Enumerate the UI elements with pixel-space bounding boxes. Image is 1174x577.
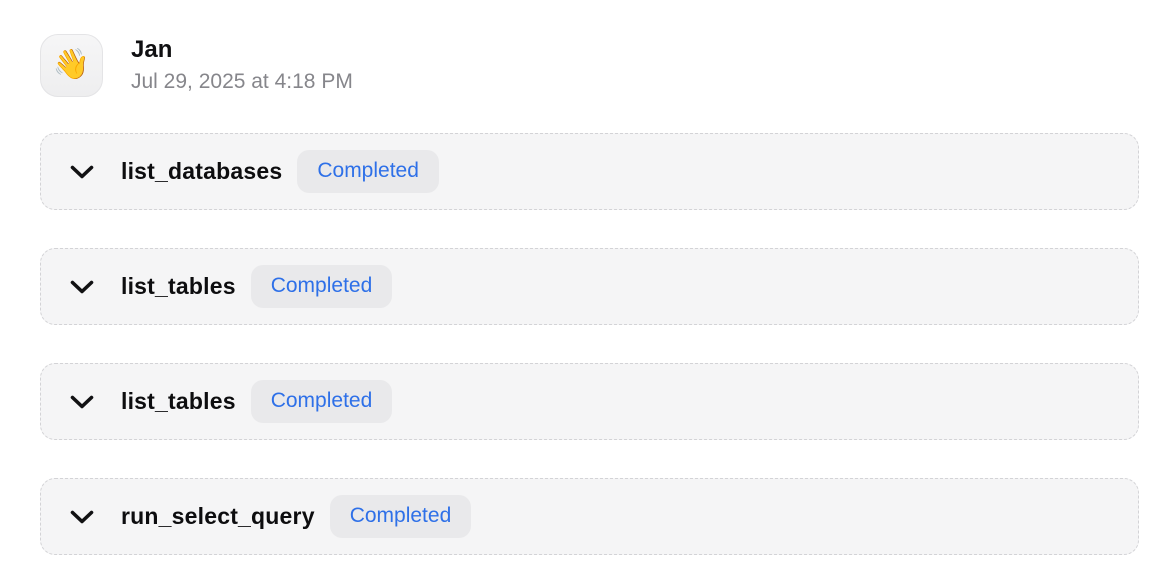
tool-call-list: list_databases Completed list_tables Com… [40, 133, 1139, 555]
tool-name: list_databases [121, 158, 283, 184]
tool-name: list_tables [121, 273, 236, 299]
tool-call-card[interactable]: list_databases Completed [40, 133, 1139, 210]
tool-call-card[interactable]: list_tables Completed [40, 363, 1139, 440]
tool-name: run_select_query [121, 503, 315, 529]
status-badge: Completed [250, 265, 393, 308]
status-badge: Completed [297, 150, 439, 193]
chevron-down-icon[interactable] [69, 393, 95, 410]
tool-call-card[interactable]: run_select_query Completed [40, 478, 1139, 555]
chat-thread: 👋 Jan Jul 29, 2025 at 4:18 PM list_datab… [40, 33, 1139, 555]
message-meta: Jan Jul 29, 2025 at 4:18 PM [131, 35, 353, 95]
message-header: 👋 Jan Jul 29, 2025 at 4:18 PM [40, 33, 1139, 97]
chevron-down-icon[interactable] [69, 278, 95, 295]
sender-name: Jan [131, 35, 173, 63]
avatar: 👋 [40, 33, 103, 97]
tool-call-card[interactable]: list_tables Completed [40, 248, 1139, 325]
status-badge: Completed [250, 380, 393, 423]
status-badge: Completed [329, 495, 472, 538]
waving-hand-emoji-icon: 👋 [52, 48, 91, 81]
chevron-down-icon[interactable] [69, 163, 95, 180]
chevron-down-icon[interactable] [69, 508, 95, 525]
tool-name: list_tables [121, 388, 236, 414]
message-timestamp: Jul 29, 2025 at 4:18 PM [131, 69, 353, 93]
